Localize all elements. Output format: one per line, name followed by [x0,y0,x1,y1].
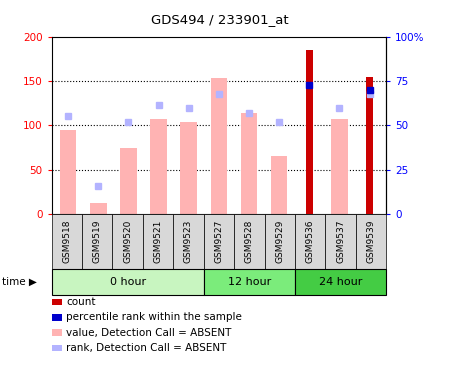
Bar [211,78,227,214]
Text: GSM9521: GSM9521 [154,220,163,263]
Text: 0 hour: 0 hour [110,277,146,287]
Text: GSM9518: GSM9518 [62,220,71,263]
Bar [180,122,197,214]
Text: GSM9520: GSM9520 [123,220,132,263]
Text: percentile rank within the sample: percentile rank within the sample [66,312,242,322]
Bar [90,203,106,214]
Text: rank, Detection Call = ABSENT: rank, Detection Call = ABSENT [66,343,226,353]
Text: GSM9523: GSM9523 [184,220,193,263]
Bar [150,119,167,214]
Bar [120,149,137,214]
Bar [271,156,287,214]
Text: time ▶: time ▶ [2,277,37,287]
Bar [366,76,373,214]
Bar [60,130,76,214]
Text: GSM9528: GSM9528 [245,220,254,263]
Text: GSM9537: GSM9537 [336,220,345,263]
Text: 12 hour: 12 hour [228,277,271,287]
Text: value, Detection Call = ABSENT: value, Detection Call = ABSENT [66,328,231,338]
Text: count: count [66,297,96,307]
Text: GSM9529: GSM9529 [275,220,284,263]
Text: 24 hour: 24 hour [319,277,362,287]
Text: GDS494 / 233901_at: GDS494 / 233901_at [151,13,289,26]
Text: GSM9519: GSM9519 [93,220,102,263]
Bar [306,50,313,214]
Bar [241,113,257,214]
Bar [331,119,348,214]
Text: GSM9527: GSM9527 [214,220,224,263]
Text: GSM9539: GSM9539 [366,220,375,263]
Text: GSM9536: GSM9536 [306,220,315,263]
